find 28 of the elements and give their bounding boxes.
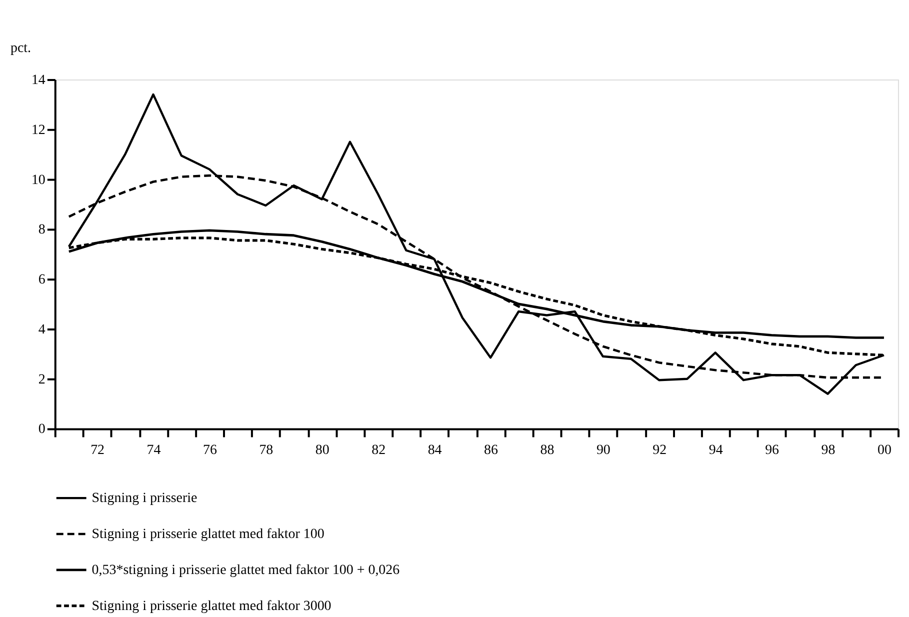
x-tick-label: 86 bbox=[484, 443, 498, 458]
legend-label: 0,53*stigning i prisserie glattet med faktor 100 + 0,026 bbox=[92, 562, 400, 578]
x-tick-label: 94 bbox=[708, 443, 723, 458]
x-tick-label: 76 bbox=[202, 443, 217, 458]
legend-label: Stigning i prisserie bbox=[92, 491, 198, 506]
y-axis-title: pct. bbox=[10, 41, 32, 56]
y-tick-label: 6 bbox=[38, 272, 46, 288]
x-tick-label: 00 bbox=[877, 443, 892, 458]
x-tick-label: 84 bbox=[428, 443, 442, 458]
y-tick-label: 0 bbox=[38, 422, 46, 438]
y-tick-label: 10 bbox=[31, 172, 46, 188]
x-tick-label: 96 bbox=[765, 443, 780, 458]
legend-label: Stigning i prisserie glattet med faktor 3000 bbox=[92, 598, 332, 614]
legend-label: Stigning i prisserie glattet med faktor 100 bbox=[92, 526, 324, 542]
x-tick-label: 82 bbox=[372, 443, 386, 458]
y-tick-label: 2 bbox=[38, 372, 46, 388]
x-tick-label: 90 bbox=[596, 443, 610, 458]
x-tick-label: 78 bbox=[259, 443, 274, 458]
y-tick-label: 4 bbox=[38, 322, 46, 338]
x-tick-label: 80 bbox=[315, 443, 330, 458]
x-tick-label: 88 bbox=[540, 443, 554, 458]
y-tick-label: 12 bbox=[31, 122, 46, 138]
x-tick-label: 92 bbox=[652, 443, 667, 458]
x-tick-label: 98 bbox=[821, 443, 836, 458]
y-tick-label: 14 bbox=[31, 72, 46, 88]
x-tick-label: 74 bbox=[146, 443, 161, 458]
y-tick-label: 8 bbox=[38, 222, 46, 238]
x-tick-label: 72 bbox=[90, 443, 105, 458]
